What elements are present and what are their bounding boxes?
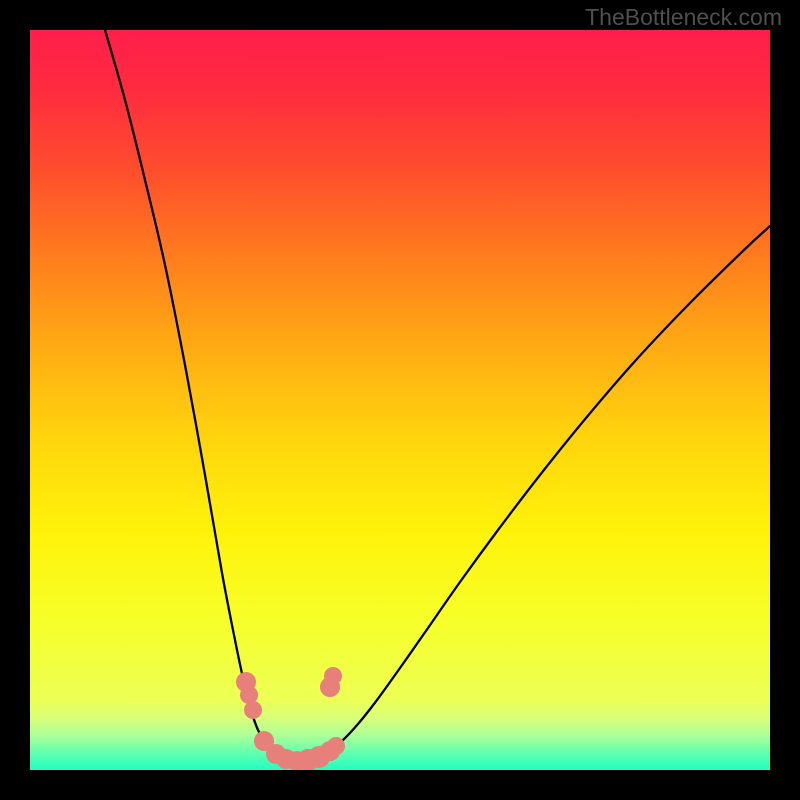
- plot-area: [30, 30, 770, 770]
- chart-canvas: TheBottleneck.com: [0, 0, 800, 800]
- data-marker: [244, 701, 262, 719]
- data-marker: [324, 667, 342, 685]
- plot-svg: [30, 30, 770, 770]
- watermark-label: TheBottleneck.com: [585, 4, 782, 31]
- gradient-background: [30, 30, 770, 770]
- data-marker: [327, 737, 345, 755]
